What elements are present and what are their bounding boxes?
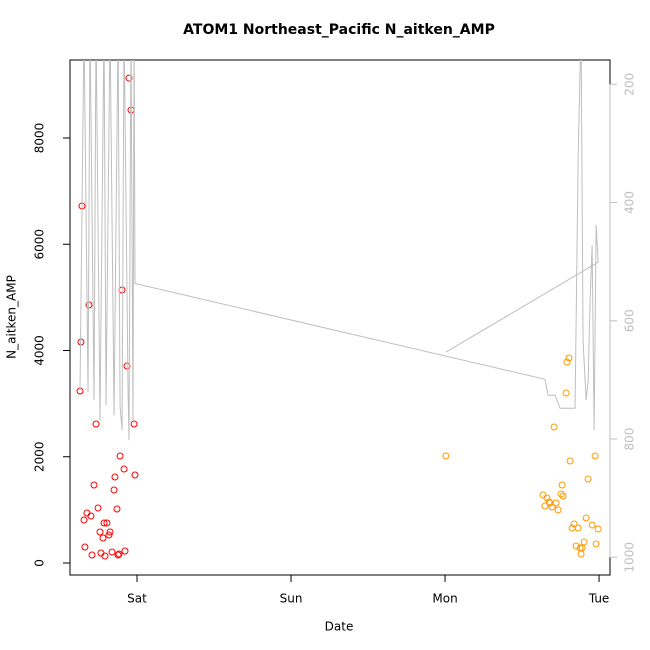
chart-title: ATOM1 Northeast_Pacific N_aitken_AMP: [183, 22, 495, 38]
point: [582, 514, 590, 522]
point: [94, 504, 102, 512]
point: [552, 499, 560, 507]
point: [545, 498, 553, 506]
point: [580, 538, 588, 546]
point: [131, 471, 139, 479]
point: [90, 481, 98, 489]
point: [99, 534, 107, 542]
point: [113, 505, 121, 513]
point: [574, 524, 582, 532]
y-tick-label: 0: [33, 559, 47, 567]
y2-tick-label: 400: [623, 191, 637, 214]
x-tick-label: Tue: [588, 592, 610, 606]
point: [111, 473, 119, 481]
x-axis-title: Date: [325, 620, 354, 634]
point: [115, 550, 123, 558]
point: [96, 528, 104, 536]
point: [87, 512, 95, 520]
point: [541, 502, 549, 510]
point: [106, 528, 114, 536]
point: [92, 420, 100, 428]
point: [559, 492, 567, 500]
plot-box: [69, 59, 611, 576]
point: [125, 74, 133, 82]
point: [114, 551, 122, 559]
point: [578, 544, 586, 552]
point: [554, 506, 562, 514]
point: [442, 452, 450, 460]
point: [110, 486, 118, 494]
point: [563, 358, 571, 366]
point: [572, 542, 580, 550]
point: [543, 494, 551, 502]
point: [83, 509, 91, 517]
point: [103, 519, 111, 527]
point: [550, 423, 558, 431]
point: [130, 420, 138, 428]
point: [565, 354, 573, 362]
point: [584, 475, 592, 483]
point: [97, 549, 105, 557]
point: [539, 491, 547, 499]
point: [80, 516, 88, 524]
point: [81, 543, 89, 551]
point: [120, 465, 128, 473]
y-tick-label: 2000: [33, 441, 47, 472]
y2-tick-label: 200: [623, 73, 637, 96]
x-tick-label: Mon: [432, 592, 457, 606]
point: [548, 503, 556, 511]
point: [557, 490, 565, 498]
point: [88, 551, 96, 559]
point: [577, 550, 585, 558]
point: [566, 457, 574, 465]
x-tick-label: Sat: [127, 592, 147, 606]
x-tick-label: Sun: [280, 592, 303, 606]
y-tick-label: 8000: [33, 123, 47, 154]
point: [570, 520, 578, 528]
point: [105, 531, 113, 539]
y2-tick-label: 1000: [623, 542, 637, 573]
y-axis-title: N_aitken_AMP: [5, 275, 19, 359]
point: [592, 540, 600, 548]
point: [558, 481, 566, 489]
point: [591, 452, 599, 460]
point: [594, 525, 602, 533]
y-tick-label: 6000: [33, 229, 47, 260]
y2-tick-label: 800: [623, 428, 637, 451]
point: [588, 521, 596, 529]
point: [121, 547, 129, 555]
point: [100, 519, 108, 527]
y-tick-label: 4000: [33, 335, 47, 366]
line-series: [79, 60, 599, 441]
point: [101, 552, 109, 560]
point: [116, 452, 124, 460]
point: [123, 362, 131, 370]
point: [562, 389, 570, 397]
point: [108, 548, 116, 556]
plot-area: [76, 60, 602, 560]
y2-tick-label: 600: [623, 309, 637, 332]
